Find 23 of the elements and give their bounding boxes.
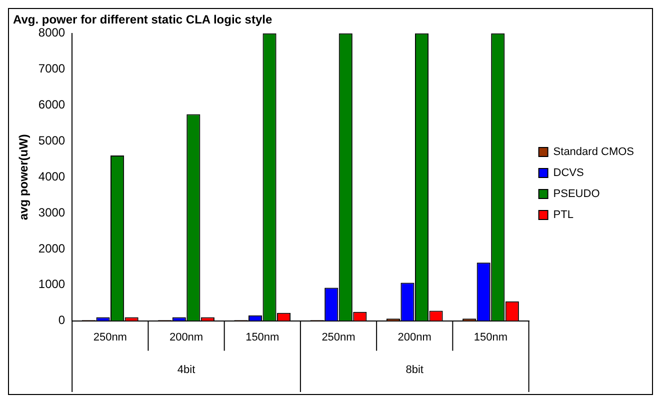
text: 8bit: [406, 364, 424, 376]
x-tick-label: 200nm: [398, 331, 432, 344]
text: 4bit: [177, 364, 196, 376]
x-tick-label: 250nm: [322, 331, 356, 344]
x-tick-label: 150nm: [246, 331, 280, 344]
y-tick-label: 4000: [38, 169, 66, 184]
y-tick-label: 3000: [38, 205, 66, 220]
x-tick-label: 250nm: [93, 331, 127, 344]
legend-label: Standard CMOS: [553, 146, 634, 158]
x-tick-label: 200nm: [169, 331, 204, 344]
y-tick-label: 6000: [38, 98, 66, 112]
legend-label: PSEUDO: [553, 188, 600, 200]
legend-label: DCVS: [553, 167, 584, 180]
y-tick-label: 5000: [38, 133, 66, 148]
y-tick-label: 2000: [38, 241, 66, 256]
x-tick-label: 150nm: [474, 331, 508, 344]
y-tick-label: 7000: [38, 62, 66, 76]
y-axis-title: avg power(uW): [16, 134, 31, 220]
chart-title: Avg. power for different static CLA logic style: [13, 12, 272, 27]
y-tick-label: 1000: [38, 277, 66, 292]
y-tick-label: 0: [58, 313, 66, 328]
legend-label: PTL: [553, 209, 574, 222]
y-tick-label: 8000: [38, 26, 66, 40]
